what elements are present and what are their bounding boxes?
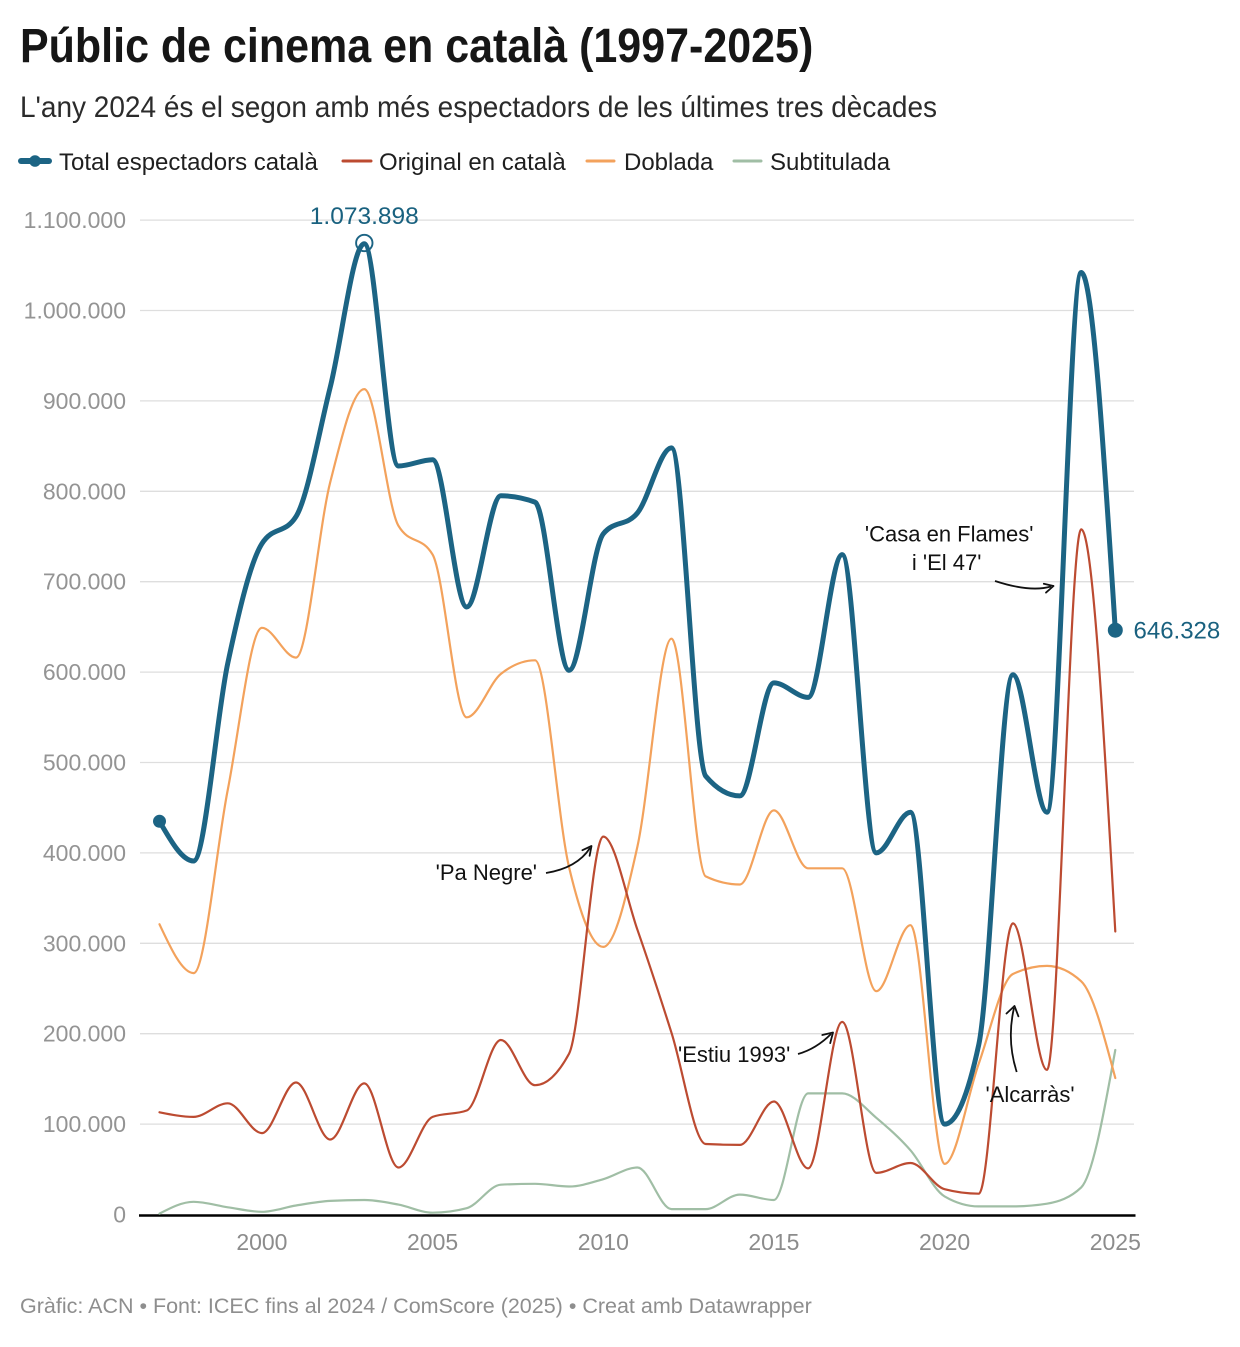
svg-text:Subtitulada: Subtitulada — [770, 149, 891, 176]
svg-text:100.000: 100.000 — [43, 1111, 126, 1137]
svg-text:i 'El 47': i 'El 47' — [912, 550, 982, 575]
svg-text:'Alcarràs': 'Alcarràs' — [986, 1082, 1075, 1107]
svg-text:2005: 2005 — [407, 1229, 458, 1255]
svg-text:Original en català: Original en català — [379, 149, 566, 176]
svg-text:Gràfic: ACN • Font: ICEC fins: Gràfic: ACN • Font: ICEC fins al 2024 / … — [20, 1294, 812, 1318]
svg-text:L'any 2024 és el segon amb més: L'any 2024 és el segon amb més espectado… — [20, 91, 937, 124]
svg-text:400.000: 400.000 — [43, 840, 126, 866]
svg-text:2010: 2010 — [578, 1229, 629, 1255]
svg-text:1.073.898: 1.073.898 — [310, 203, 419, 230]
svg-text:Total espectadors català: Total espectadors català — [59, 149, 318, 176]
svg-text:2000: 2000 — [236, 1229, 287, 1255]
svg-text:500.000: 500.000 — [43, 750, 126, 776]
svg-text:200.000: 200.000 — [43, 1021, 126, 1047]
svg-text:Públic de cinema en català (19: Públic de cinema en català (1997-2025) — [20, 19, 813, 73]
svg-text:2025: 2025 — [1090, 1229, 1141, 1255]
svg-text:1.000.000: 1.000.000 — [24, 298, 126, 324]
svg-text:300.000: 300.000 — [43, 930, 126, 956]
svg-text:600.000: 600.000 — [43, 659, 126, 685]
svg-text:700.000: 700.000 — [43, 569, 126, 595]
svg-text:0: 0 — [113, 1202, 126, 1228]
svg-text:'Casa en Flames': 'Casa en Flames' — [865, 522, 1034, 547]
svg-text:800.000: 800.000 — [43, 478, 126, 504]
svg-text:2015: 2015 — [748, 1229, 799, 1255]
svg-text:646.328: 646.328 — [1134, 618, 1221, 645]
svg-text:'Estiu 1993': 'Estiu 1993' — [678, 1042, 790, 1067]
svg-text:1.100.000: 1.100.000 — [24, 207, 126, 233]
svg-text:900.000: 900.000 — [43, 388, 126, 414]
svg-text:Doblada: Doblada — [624, 149, 714, 176]
svg-text:'Pa Negre': 'Pa Negre' — [436, 860, 537, 885]
svg-text:2020: 2020 — [919, 1229, 970, 1255]
